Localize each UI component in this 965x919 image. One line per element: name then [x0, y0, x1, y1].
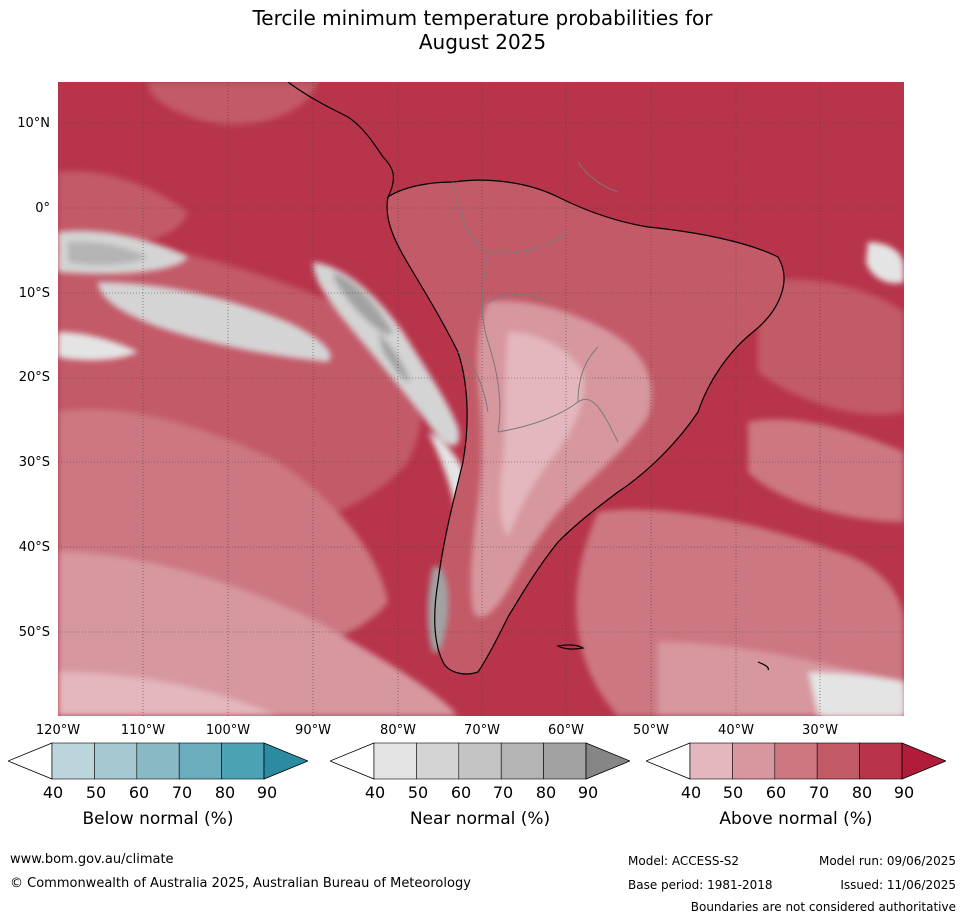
colorbar-segment	[859, 742, 903, 780]
above-tick-90: 90	[893, 783, 915, 802]
colorbar-segment	[373, 742, 417, 780]
lon-label-120w: 120°W	[35, 723, 81, 738]
colorbar-segment	[689, 742, 733, 780]
website-link[interactable]: www.bom.gov.au/climate	[10, 852, 174, 867]
colorbar-graphic	[6, 742, 310, 780]
above-tick-60: 60	[765, 783, 787, 802]
colorbar-segment	[543, 742, 587, 780]
colorbar-segment	[774, 742, 818, 780]
lon-label-100w: 100°W	[205, 723, 251, 738]
colorbar-above-normal	[644, 742, 948, 784]
title-line-1: Tercile minimum temperature probabilitie…	[252, 6, 713, 30]
lon-label-40w: 40°W	[718, 723, 754, 738]
lat-label-0: 0°	[35, 201, 50, 216]
map-canvas	[58, 82, 904, 716]
issued-date: Issued: 11/06/2025	[840, 878, 956, 892]
near-normal-contours	[58, 222, 904, 716]
continent-shading	[387, 180, 784, 674]
copyright-text: © Commonwealth of Australia 2025, Austra…	[10, 876, 471, 891]
base-period: Base period: 1981-2018	[628, 878, 773, 892]
below-tick-70: 70	[171, 783, 193, 802]
probability-map	[58, 82, 904, 716]
above-tick-40: 40	[680, 783, 702, 802]
below-tick-60: 60	[128, 783, 150, 802]
colorbar-max-extension	[263, 742, 310, 780]
country-borders	[452, 161, 619, 443]
above-tick-80: 80	[851, 783, 873, 802]
below-tick-50: 50	[85, 783, 107, 802]
colorbar-segment	[732, 742, 776, 780]
lon-label-70w: 70°W	[464, 723, 500, 738]
lon-label-110w: 110°W	[120, 723, 166, 738]
colorbar-segment	[816, 742, 860, 780]
lon-label-90w: 90°W	[295, 723, 331, 738]
colorbar-min-extension	[328, 742, 375, 780]
coastlines	[287, 82, 785, 675]
colorbar-below-normal	[6, 742, 310, 784]
lon-label-60w: 60°W	[548, 723, 584, 738]
colorbar-segment	[51, 742, 95, 780]
colorbar-segment	[221, 742, 265, 780]
near-tick-80: 80	[535, 783, 557, 802]
below-tick-90: 90	[256, 783, 278, 802]
colorbar-near-normal	[328, 742, 632, 784]
near-tick-70: 70	[492, 783, 514, 802]
lat-label-10n: 10°N	[17, 116, 50, 131]
colorbar-segment	[136, 742, 180, 780]
lat-label-30s: 30°S	[18, 455, 50, 470]
above-tick-70: 70	[808, 783, 830, 802]
boundaries-disclaimer: Boundaries are not considered authoritat…	[690, 900, 956, 914]
model-name: Model: ACCESS-S2	[628, 854, 740, 868]
map-title: Tercile minimum temperature probabilitie…	[0, 6, 965, 54]
colorbar-max-extension	[901, 742, 948, 780]
near-tick-40: 40	[364, 783, 386, 802]
lat-label-50s: 50°S	[18, 625, 50, 640]
colorbar-segment	[500, 742, 544, 780]
near-tick-60: 60	[450, 783, 472, 802]
lat-label-20s: 20°S	[18, 370, 50, 385]
colorbar-segment	[416, 742, 460, 780]
colorbar-graphic	[644, 742, 948, 780]
colorbar-max-extension	[585, 742, 632, 780]
above-normal-label: Above normal (%)	[719, 809, 873, 829]
near-tick-90: 90	[577, 783, 599, 802]
colorbar-segment	[458, 742, 502, 780]
above-tick-50: 50	[722, 783, 744, 802]
colorbar-segment	[178, 742, 222, 780]
colorbar-min-extension	[644, 742, 691, 780]
lon-label-50w: 50°W	[633, 723, 669, 738]
lat-label-10s: 10°S	[18, 286, 50, 301]
near-tick-50: 50	[407, 783, 429, 802]
below-tick-80: 80	[214, 783, 236, 802]
graticule	[58, 82, 904, 716]
below-normal-label: Below normal (%)	[82, 809, 234, 829]
colorbar-segment	[94, 742, 138, 780]
colorbar-min-extension	[6, 742, 53, 780]
model-run-date: Model run: 09/06/2025	[818, 854, 956, 868]
below-tick-40: 40	[42, 783, 64, 802]
colorbar-graphic	[328, 742, 632, 780]
lon-label-30w: 30°W	[802, 723, 838, 738]
lon-label-80w: 80°W	[380, 723, 416, 738]
title-line-2: August 2025	[418, 30, 547, 54]
near-normal-label: Near normal (%)	[409, 809, 551, 829]
lat-label-40s: 40°S	[18, 540, 50, 555]
